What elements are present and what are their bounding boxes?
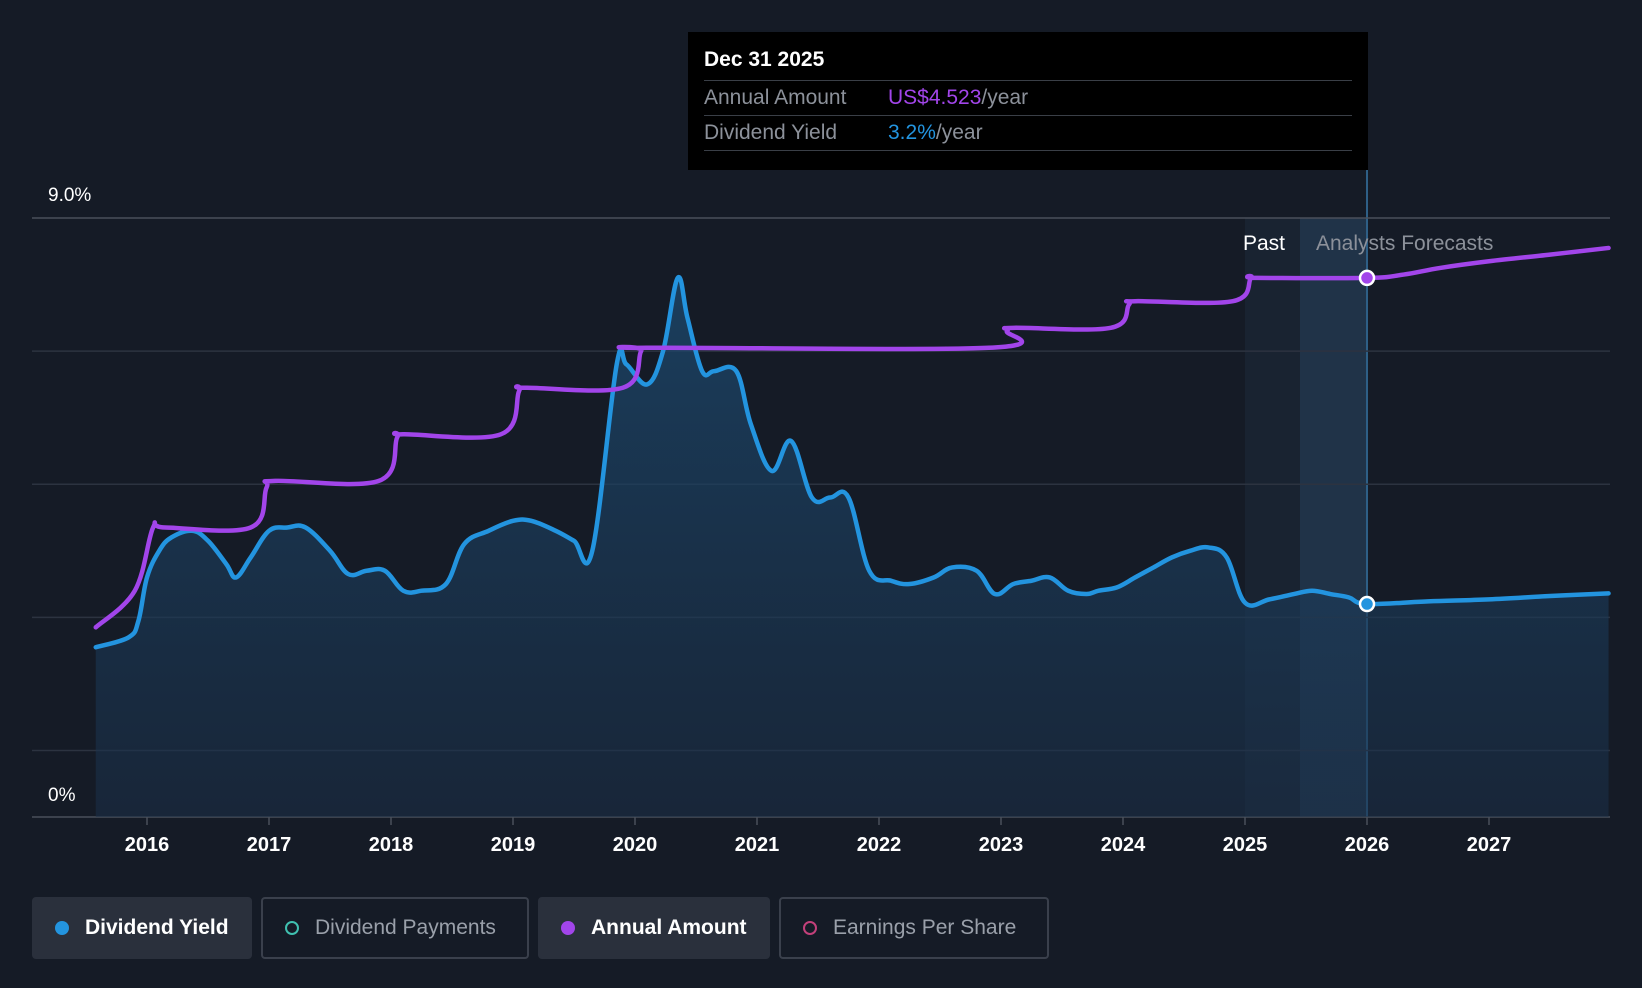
x-tick-label: 2018 [369,834,414,856]
legend-dividend-payments[interactable]: Dividend Payments [261,897,529,959]
x-tick-label: 2027 [1467,834,1512,856]
tooltip-row-annual-amount: Annual Amount US$4.523 /year [704,81,1352,116]
x-tick-label: 2016 [125,834,170,856]
tooltip-value: 3.2% [888,121,936,144]
x-tick-label: 2026 [1345,834,1390,856]
tooltip-label: Annual Amount [704,86,847,109]
legend-earnings-per-share[interactable]: Earnings Per Share [779,897,1049,959]
dividend-yield-area [95,277,1609,817]
dividend-yield-line [93,274,1611,650]
earnings-per-share-ring-icon [803,921,817,935]
x-tick-label: 2025 [1223,834,1268,856]
legend-label: Earnings Per Share [833,916,1017,939]
x-tick-label: 2020 [613,834,658,856]
legend-annual-amount[interactable]: Annual Amount [538,897,770,959]
legend: Dividend Yield Dividend Payments Annual … [32,897,1049,959]
tooltip: Dec 31 2025 Annual Amount US$4.523 /year… [688,32,1368,170]
x-tick-label: 2023 [979,834,1024,856]
x-tick-label: 2019 [491,834,536,856]
annual-amount-dot-icon [561,921,575,935]
dividend-payments-ring-icon [285,921,299,935]
legend-label: Annual Amount [591,916,747,939]
x-tick-label: 2024 [1101,834,1146,856]
x-tick-label: 2021 [735,834,780,856]
tooltip-label: Dividend Yield [704,121,838,144]
past-label: Past [1243,232,1285,255]
legend-label: Dividend Yield [85,916,229,939]
tooltip-row-dividend-yield: Dividend Yield 3.2% /year [704,116,1352,151]
tooltip-unit: /year [981,86,1029,109]
x-tick-label: 2022 [857,834,902,856]
tooltip-date: Dec 31 2025 [704,48,1352,81]
forecast-label: Analysts Forecasts [1316,232,1493,255]
tooltip-unit: /year [935,121,983,144]
y-axis-top-label: 9.0% [48,185,91,206]
dividend-yield-marker [1358,595,1376,613]
annual-amount-marker [1358,269,1376,287]
y-axis-bottom-label: 0% [48,785,76,806]
legend-label: Dividend Payments [315,916,496,939]
x-tick-label: 2017 [247,834,292,856]
legend-dividend-yield[interactable]: Dividend Yield [32,897,252,959]
annual-amount-line [93,245,1611,630]
dividend-yield-dot-icon [55,921,69,935]
tooltip-value: US$4.523 [888,86,982,109]
